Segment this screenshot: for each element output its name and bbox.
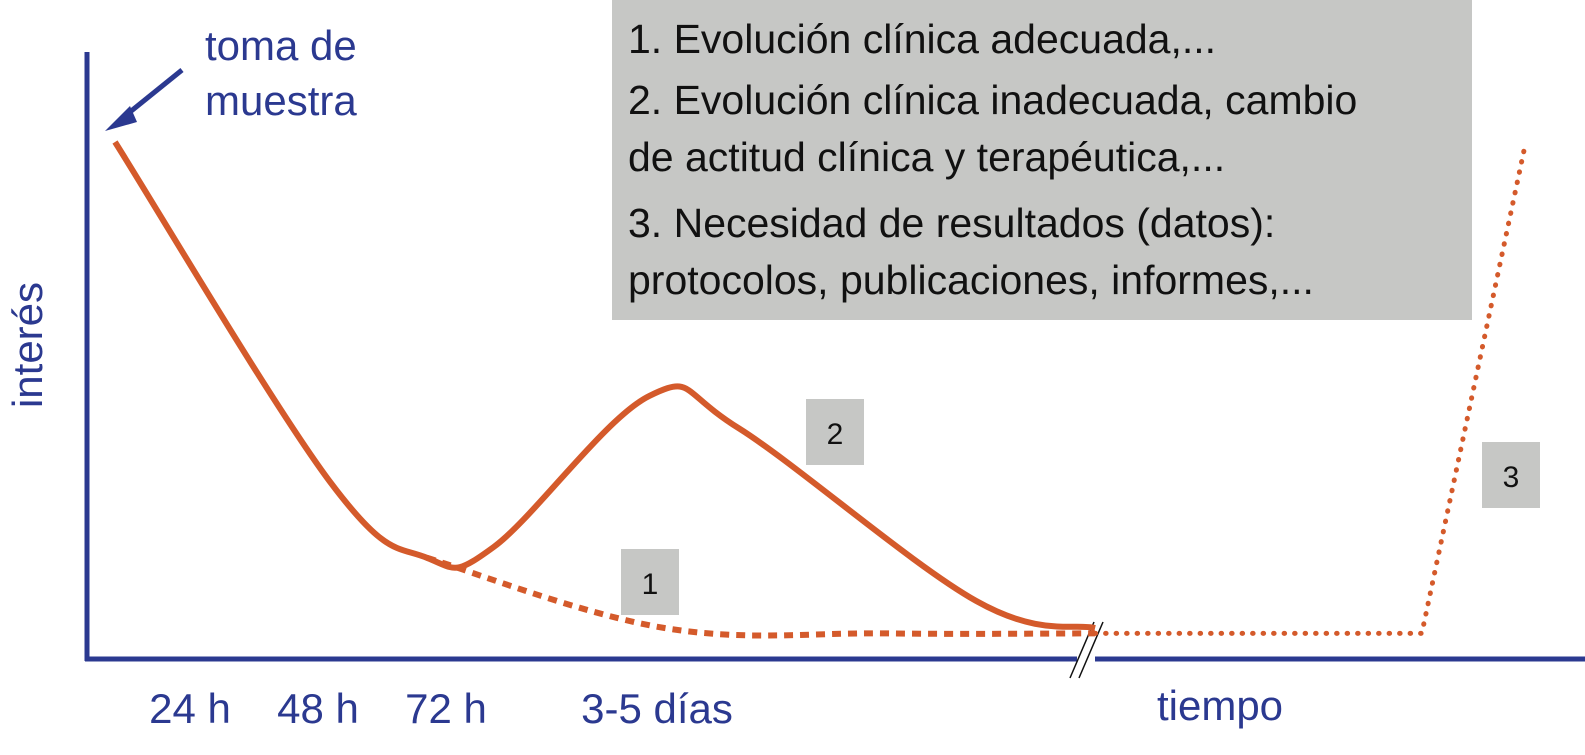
curve-label-3: 3: [1503, 461, 1520, 494]
x-tick-label-24h: 24 h: [149, 685, 231, 732]
annotation-arrow-head: [105, 106, 137, 131]
legend-line-3: de actitud clínica y terapéutica,...: [628, 134, 1225, 180]
curve-3: [1092, 139, 1529, 636]
curve-badge-2: [806, 399, 864, 465]
curve-1: [426, 554, 1096, 639]
x-tick-label-72h: 72 h: [405, 685, 487, 732]
curve-main: [112, 140, 1096, 631]
legend-box: [612, 0, 1472, 320]
x-tick-label-3-5-dias: 3-5 días: [581, 685, 733, 732]
axis-break-mark-2: [1078, 621, 1104, 679]
annotation-line-2: muestra: [205, 77, 357, 124]
x-tick-label-48h: 48 h: [277, 685, 359, 732]
legend-line-2: 2. Evolución clínica inadecuada, cambio: [628, 77, 1357, 123]
legend-line-5: protocolos, publicaciones, informes,...: [628, 257, 1314, 303]
annotation-line-1: toma de: [205, 22, 357, 69]
curves: [112, 139, 1529, 639]
curve-badge-1: [621, 549, 679, 615]
curve-badge-3: [1482, 442, 1540, 508]
legend-line-4: 3. Necesidad de resultados (datos):: [628, 200, 1275, 246]
curve-label-1: 1: [642, 568, 659, 601]
y-axis-label: interés: [4, 282, 51, 408]
legend-line-1: 1. Evolución clínica adecuada,...: [628, 16, 1216, 62]
curve-label-2: 2: [827, 418, 844, 451]
x-axis-label: tiempo: [1157, 682, 1283, 729]
